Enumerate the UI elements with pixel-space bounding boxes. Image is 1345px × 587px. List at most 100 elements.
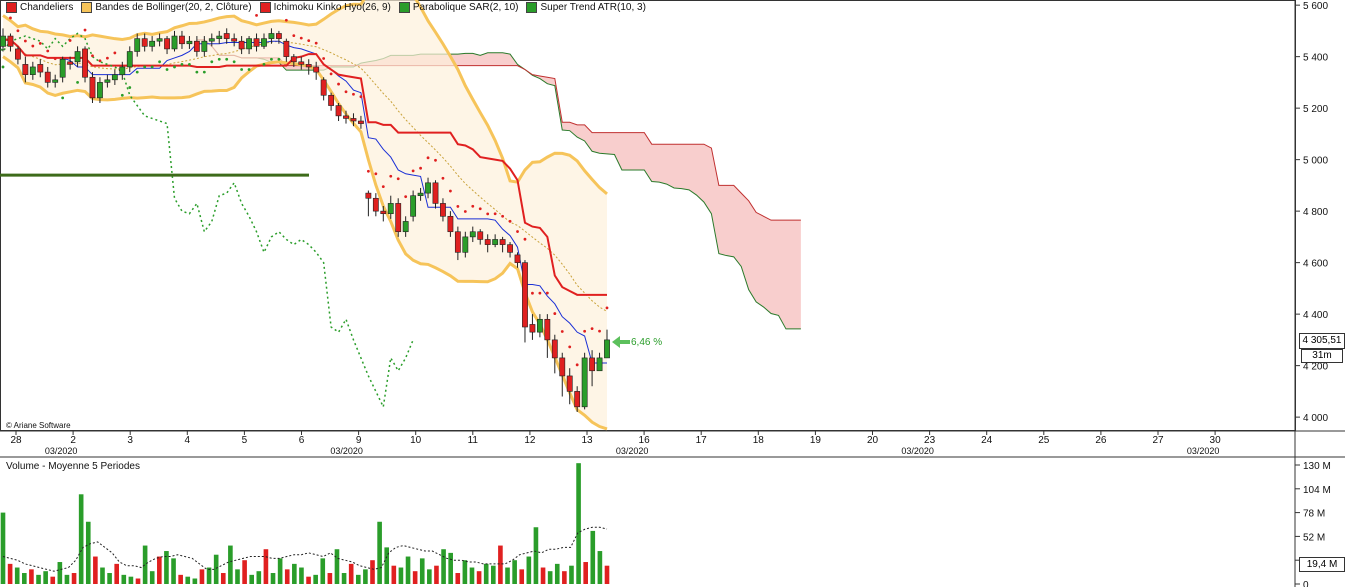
candle-body <box>551 339 558 359</box>
y-tick-label: 5 600 <box>1303 1 1328 12</box>
x-tick-sublabel: 03/2020 <box>330 446 363 456</box>
candle-body <box>201 40 208 52</box>
volume-bar <box>192 578 198 584</box>
legend-item-chandeliers[interactable]: Chandeliers <box>6 2 73 13</box>
volume-bar <box>7 563 13 584</box>
change-percent-label: 6,46 % <box>631 337 663 348</box>
sar-dot <box>434 158 437 162</box>
y-tick-label: 5 400 <box>1303 53 1328 64</box>
sar-dot <box>516 230 519 233</box>
sar-dot <box>560 330 564 333</box>
candle-body <box>604 339 610 359</box>
candle-body <box>387 203 394 215</box>
sar-dot <box>583 329 587 333</box>
candle-body <box>104 79 111 83</box>
sar-dot <box>255 13 258 17</box>
change-arrow <box>612 336 630 348</box>
candle-body <box>328 94 335 106</box>
candle-body <box>134 38 141 52</box>
candle-body <box>589 357 595 372</box>
volume-bar <box>306 576 311 584</box>
volume-bar <box>526 556 532 584</box>
sar-dot <box>314 41 318 45</box>
candle-body <box>253 38 260 47</box>
volume-bar <box>455 573 461 584</box>
sar-dot <box>9 16 12 20</box>
sar-dot <box>344 90 348 94</box>
candle-body <box>0 35 6 47</box>
volume-bar <box>569 565 574 584</box>
y-tick-label: 4 400 <box>1303 310 1328 321</box>
candle-body <box>574 391 581 408</box>
candle-body <box>484 239 491 245</box>
sar-dot <box>538 291 542 295</box>
candle-body <box>313 66 320 73</box>
candle-body <box>74 51 81 63</box>
candle-body <box>82 48 88 78</box>
legend-swatch <box>398 2 410 13</box>
volume-bar <box>334 549 340 584</box>
volume-bar <box>171 558 176 584</box>
y-tick-label: 4 200 <box>1303 362 1328 373</box>
candle-body <box>462 236 469 253</box>
x-tick-label: 17 <box>696 435 708 446</box>
candle-body <box>111 74 118 81</box>
sar-dot <box>575 363 579 367</box>
legend-item-supertrend[interactable]: Super Trend ATR(10, 3) <box>526 2 646 13</box>
volume-bar <box>562 571 567 584</box>
bollinger-middle <box>2 35 608 312</box>
volume-bar <box>249 574 255 584</box>
sar-dot <box>277 57 281 61</box>
price-axis: 5 600 5 400 5 200 5 000 4 800 4 600 4 400 4 200… <box>1295 1 1328 424</box>
volume-bar <box>462 560 468 584</box>
sar-dot <box>38 41 42 45</box>
candle-body <box>417 192 424 196</box>
sar-dot <box>195 70 199 74</box>
candle-body <box>119 66 126 75</box>
sar-dot <box>486 212 490 216</box>
candle-body <box>246 38 252 50</box>
sar-dot <box>493 212 497 216</box>
candle-body <box>440 203 446 217</box>
sar-dot <box>441 176 445 180</box>
sar-dot <box>352 92 355 96</box>
volume-bar <box>547 571 553 584</box>
parabolic-sar <box>1 13 609 367</box>
volume-bar <box>235 569 240 584</box>
sar-dot <box>329 72 333 76</box>
sar-dot <box>411 169 415 173</box>
legend-label: Super Trend ATR(10, 3) <box>540 2 646 13</box>
kijun-line <box>3 38 607 296</box>
sar-dot <box>98 59 102 63</box>
x-tick-label: 20 <box>867 435 879 446</box>
sar-dot <box>68 39 72 42</box>
volume-bar <box>71 573 77 584</box>
candle-body <box>559 357 566 377</box>
sar-dot <box>598 329 601 333</box>
sar-dot <box>270 57 273 61</box>
volume-bar <box>540 567 546 584</box>
legend-item-bollinger[interactable]: Bandes de Bollinger(20, 2, Clôture) <box>81 2 252 13</box>
candle-body <box>283 40 290 57</box>
legend-item-sar[interactable]: Parabolique SAR(2, 10) <box>398 2 518 13</box>
volume-bar <box>554 563 560 584</box>
vol-tick-label: 130 M <box>1303 461 1331 472</box>
x-tick-label: 24 <box>981 435 993 446</box>
timeframe-label[interactable]: 31m <box>1301 349 1343 363</box>
volume-bar <box>29 569 34 584</box>
volume-bar <box>498 545 503 584</box>
sar-dot <box>232 60 236 64</box>
volume-bar <box>277 558 283 584</box>
sar-dot <box>91 54 94 58</box>
x-tick-sublabel: 03/2020 <box>616 446 649 456</box>
x-tick-label: 19 <box>810 435 822 446</box>
sar-dot <box>531 291 534 295</box>
sar-dot <box>284 18 288 22</box>
bollinger-fill <box>3 0 607 429</box>
candle-body <box>164 38 170 50</box>
sar-dot <box>128 86 132 89</box>
candle-body <box>499 239 506 245</box>
sar-dot <box>53 57 57 61</box>
legend-item-ichimoku[interactable]: Ichimoku Kinko Hyo(26, 9) <box>259 2 391 13</box>
